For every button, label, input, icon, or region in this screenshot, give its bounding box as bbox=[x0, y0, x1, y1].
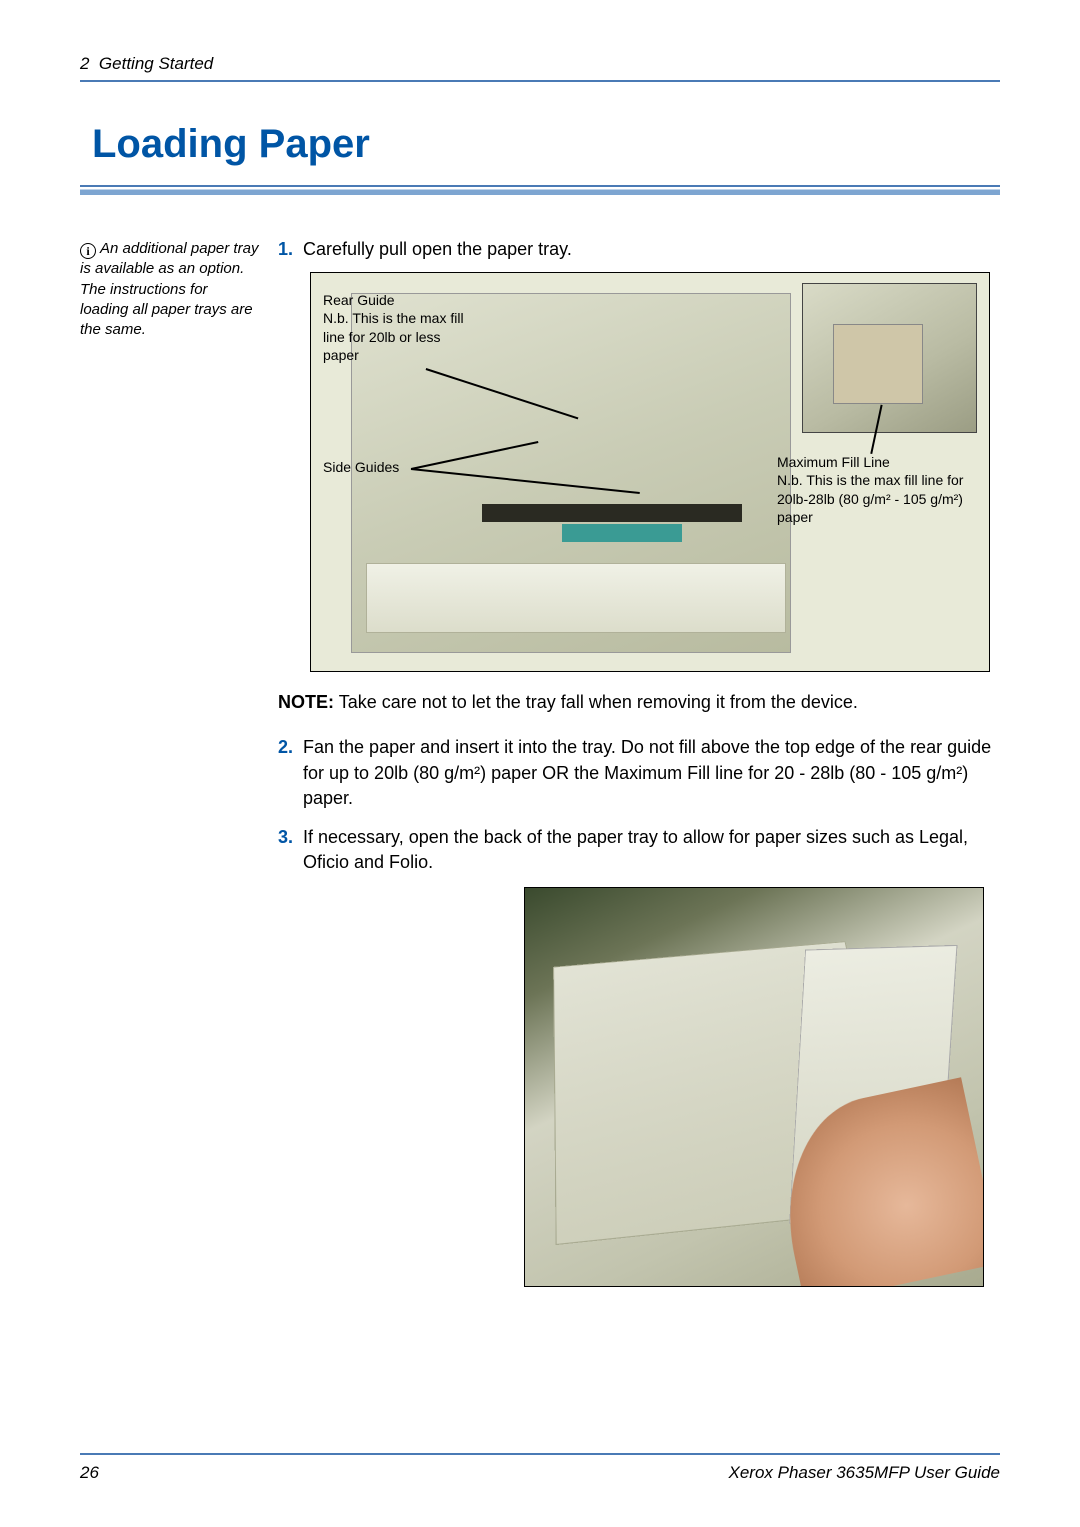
figure-1-inset-detail bbox=[833, 324, 923, 404]
tray-dark-strip bbox=[482, 504, 742, 522]
step-3: 3. If necessary, open the back of the pa… bbox=[278, 825, 1000, 875]
footer-page-number: 26 bbox=[80, 1463, 99, 1483]
chapter-number: 2 bbox=[80, 54, 89, 73]
note-label: NOTE: bbox=[278, 692, 334, 712]
info-icon: i bbox=[80, 243, 96, 259]
figure-1-inset-photo bbox=[802, 283, 977, 433]
callout-side-guides: Side Guides bbox=[323, 458, 423, 476]
note-text: Take care not to let the tray fall when … bbox=[339, 692, 858, 712]
sidebar-note-text: An additional paper tray is available as… bbox=[80, 240, 258, 338]
section-title: Loading Paper bbox=[92, 122, 1000, 167]
note: NOTE: Take care not to let the tray fall… bbox=[278, 690, 1000, 715]
tray-teal-strip bbox=[562, 524, 682, 542]
page-header: 2 Getting Started bbox=[80, 54, 1000, 82]
figure-1-tray-front bbox=[366, 563, 786, 633]
header-chapter: 2 Getting Started bbox=[80, 54, 213, 73]
step-3-text: If necessary, open the back of the paper… bbox=[303, 825, 1000, 875]
content-row: iAn additional paper tray is available a… bbox=[80, 237, 1000, 1287]
sidebar-note: iAn additional paper tray is available a… bbox=[80, 237, 260, 1287]
callout-max-fill: Maximum Fill Line N.b. This is the max f… bbox=[777, 453, 977, 526]
page: 2 Getting Started Loading Paper iAn addi… bbox=[0, 0, 1080, 1527]
page-footer: 26 Xerox Phaser 3635MFP User Guide bbox=[80, 1453, 1000, 1483]
figure-2 bbox=[524, 887, 984, 1287]
footer-doc-title: Xerox Phaser 3635MFP User Guide bbox=[729, 1463, 1001, 1483]
step-1-text: Carefully pull open the paper tray. bbox=[303, 237, 1000, 262]
chapter-title: Getting Started bbox=[99, 54, 213, 73]
callout-rear-guide: Rear Guide N.b. This is the max fill lin… bbox=[323, 291, 473, 364]
step-2: 2. Fan the paper and insert it into the … bbox=[278, 735, 1000, 811]
step-2-text: Fan the paper and insert it into the tra… bbox=[303, 735, 1000, 811]
step-3-number: 3. bbox=[278, 825, 293, 850]
figure-1: Rear Guide N.b. This is the max fill lin… bbox=[310, 272, 990, 672]
step-2-number: 2. bbox=[278, 735, 293, 760]
title-rule bbox=[80, 185, 1000, 195]
main-content: 1. Carefully pull open the paper tray. R… bbox=[278, 237, 1000, 1287]
step-1: 1. Carefully pull open the paper tray. bbox=[278, 237, 1000, 262]
step-1-number: 1. bbox=[278, 237, 293, 262]
